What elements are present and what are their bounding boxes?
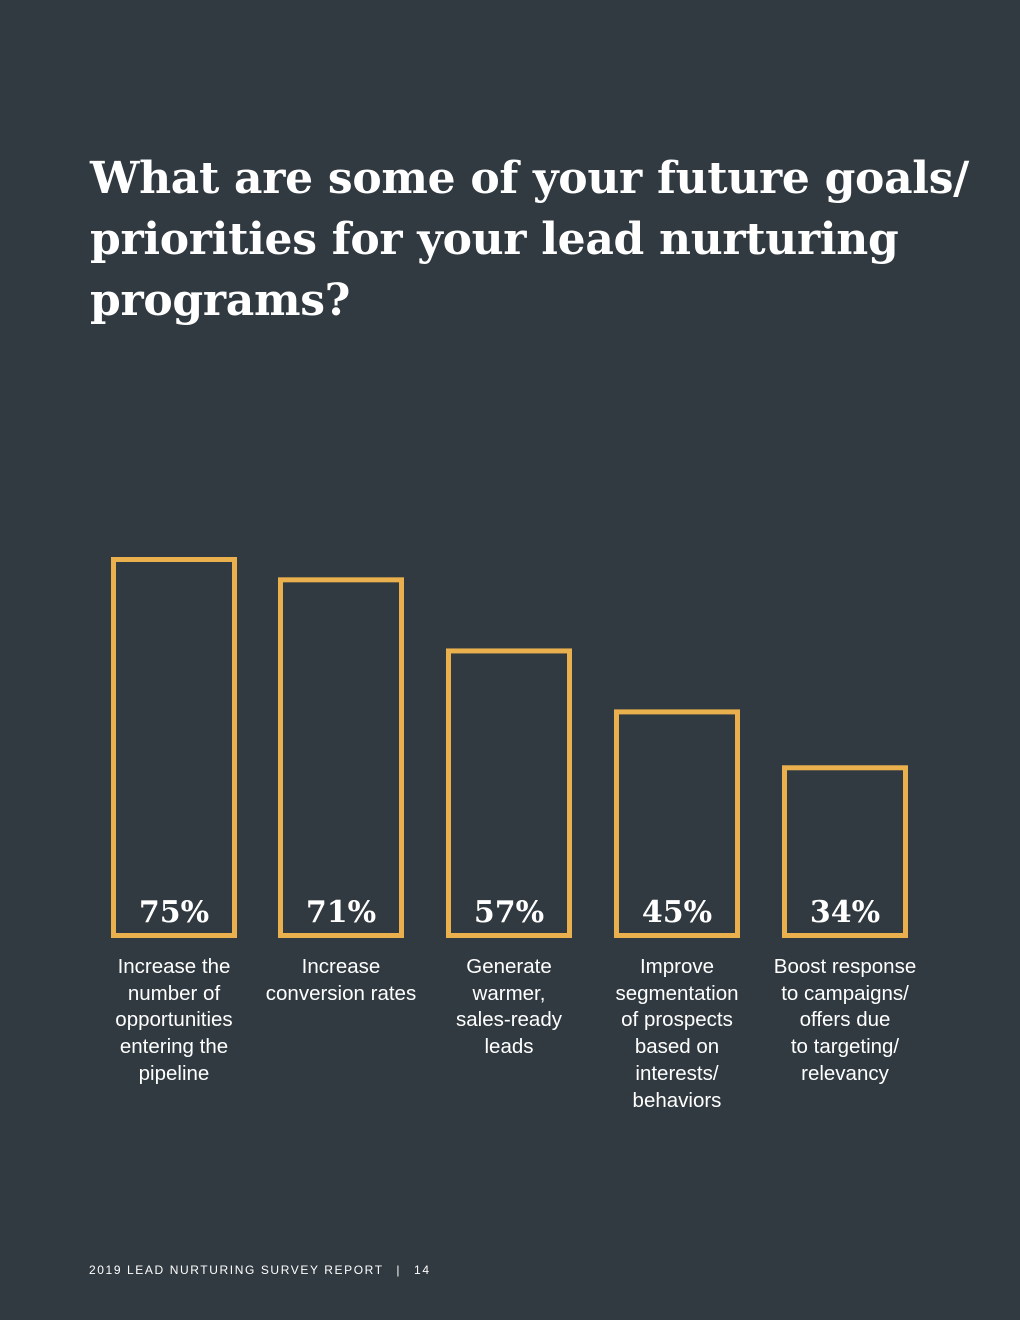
category-label-line: behaviors [632,1088,722,1112]
category-label-line: opportunities [115,1008,233,1032]
category-label: Improve segmentation of prospects based on i… [593,954,761,1114]
bar [111,557,237,938]
category-label-line: sales-ready [456,1008,562,1032]
category-label-line: segmentation [615,981,739,1005]
category-label-line: Generate [466,955,552,978]
chart-title-line: What are some of your future goals/ [90,153,969,204]
bar-value-label: 75% [139,895,209,930]
bar [278,577,404,938]
category-label-line: Increase the [117,955,231,978]
category-label-line: pipeline [138,1061,210,1085]
category-label-line: based on [634,1035,720,1059]
bar-value-label: 57% [474,895,544,930]
bar [446,648,572,938]
category-label-line: relevancy [801,1061,889,1085]
footer-separator: | [396,1263,402,1277]
category-label: Generate warmer, sales-ready leads [425,954,593,1061]
category-label-line: number of [127,981,221,1005]
chart-title-line: programs? [90,275,351,326]
bar-value-label: 34% [810,895,880,930]
category-label-line: Boost response [773,955,917,978]
category-label-line: interests/ [635,1061,719,1085]
bar [614,709,740,939]
category-label-line: to campaigns/ [781,981,909,1005]
category-label: Boost response to campaigns/offers due to … [761,954,929,1088]
footer-page-number: 14 [414,1263,431,1277]
category-label: Increase the number of opportunities enteri… [90,954,258,1088]
category-label-line: entering the [119,1035,229,1059]
category-label-line: to targeting/ [790,1035,900,1059]
category-label-line: of prospects [621,1008,733,1032]
category-label-line: leads [484,1035,534,1059]
chart-title-line: priorities for your lead nurturing [90,214,899,265]
category-label-line: Improve [639,955,715,978]
category-label-line: offers due [799,1008,891,1032]
footer-report-title: 2019 LEAD NURTURING SURVEY REPORT [89,1263,384,1277]
bar [782,765,908,939]
bar-value-label: 71% [306,895,376,930]
category-label: Increase conversion rates [257,954,425,1007]
category-label-line: Increase [301,955,381,978]
bar-value-label: 45% [642,895,712,930]
category-label-line: conversion rates [265,981,417,1005]
category-label-line: warmer, [472,981,546,1005]
chart-title: What are some of your future goals/ prio… [90,148,970,331]
page-footer: 2019 LEAD NURTURING SURVEY REPORT | 14 [89,1263,431,1277]
